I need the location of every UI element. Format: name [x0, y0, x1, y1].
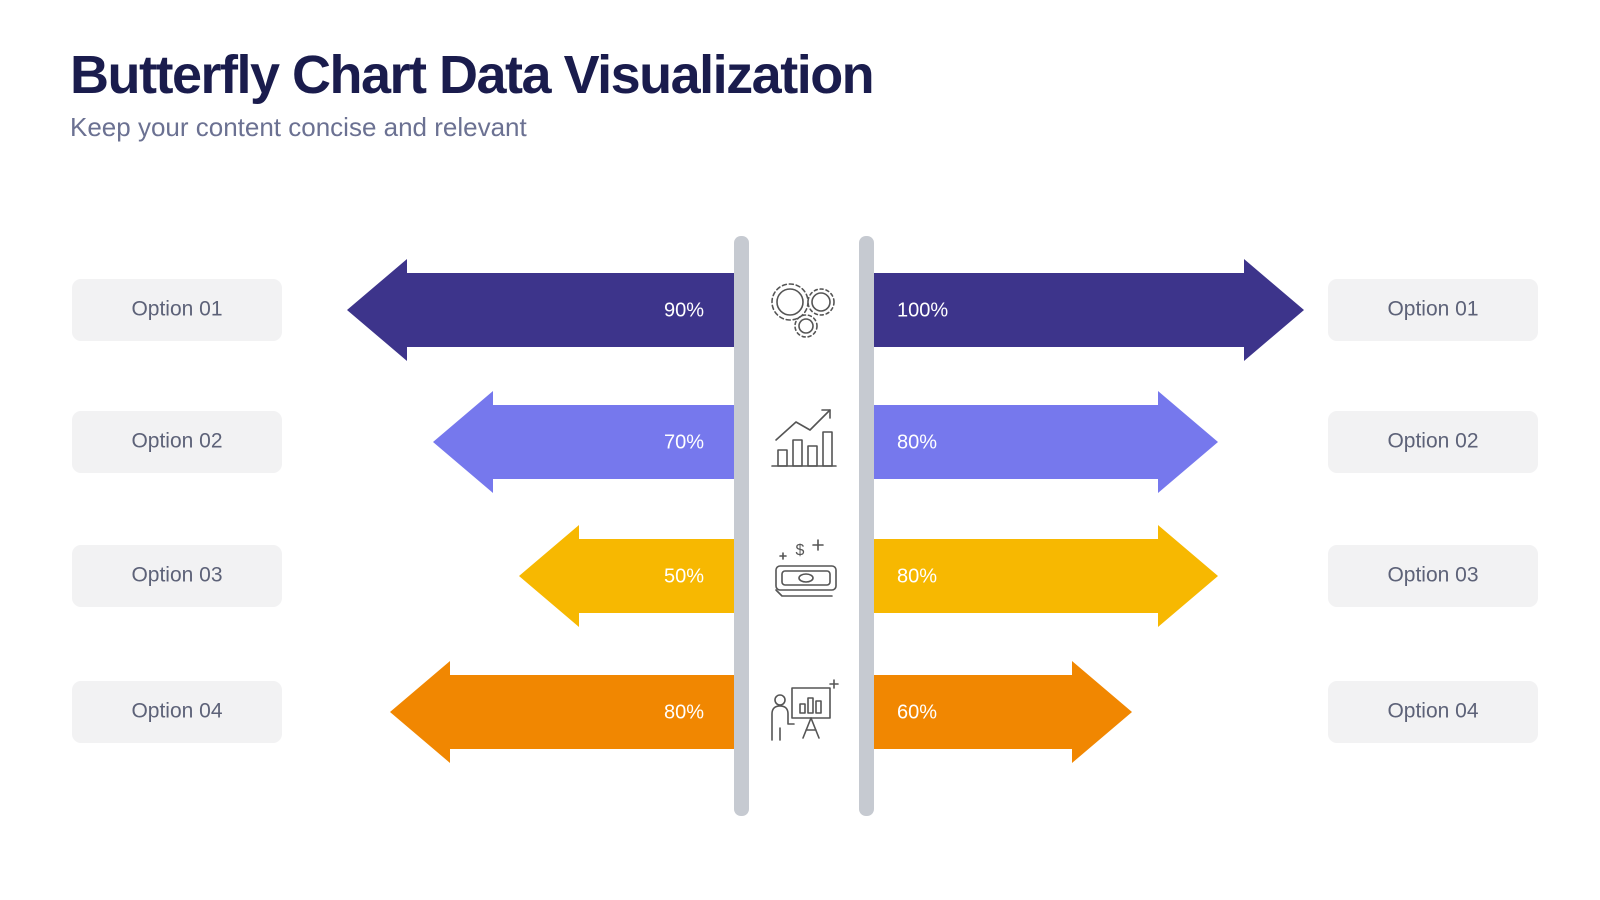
right-arrow [874, 391, 1218, 493]
chart-title: Butterfly Chart Data Visualization [70, 45, 873, 105]
label-box [1328, 411, 1538, 473]
label-box [1328, 545, 1538, 607]
center-bar [734, 236, 749, 816]
value-label: 50% [664, 565, 704, 587]
icon-growth [771, 409, 837, 467]
category-label: Option 02 [131, 430, 222, 453]
left-arrow [347, 259, 734, 361]
left-arrow [390, 661, 734, 763]
icon-presenter [771, 679, 839, 741]
left-arrow [519, 525, 734, 627]
value-label: 80% [897, 431, 937, 453]
category-label: Option 04 [131, 700, 222, 723]
right-arrow [874, 259, 1304, 361]
category-label: Option 01 [1387, 298, 1478, 321]
center-bar [859, 236, 874, 816]
chart-subtitle: Keep your content concise and relevant [70, 112, 528, 142]
value-label: 60% [897, 701, 937, 723]
label-box [72, 279, 282, 341]
label-box [72, 411, 282, 473]
label-box [1328, 279, 1538, 341]
category-label: Option 02 [1387, 430, 1478, 453]
category-label: Option 03 [1387, 564, 1478, 587]
icon-money: $ [775, 539, 837, 597]
right-arrow [874, 525, 1218, 627]
value-label: 100% [897, 299, 948, 321]
icon-gears [771, 283, 835, 338]
label-box [72, 545, 282, 607]
left-arrow [433, 391, 734, 493]
label-box [1328, 681, 1538, 743]
value-label: 90% [664, 299, 704, 321]
category-label: Option 03 [131, 564, 222, 587]
value-label: 80% [897, 565, 937, 587]
category-label: Option 01 [131, 298, 222, 321]
right-arrow [874, 661, 1132, 763]
value-label: 70% [664, 431, 704, 453]
category-label: Option 04 [1387, 700, 1478, 723]
label-box [72, 681, 282, 743]
svg-text:$: $ [796, 542, 805, 559]
value-label: 80% [664, 701, 704, 723]
